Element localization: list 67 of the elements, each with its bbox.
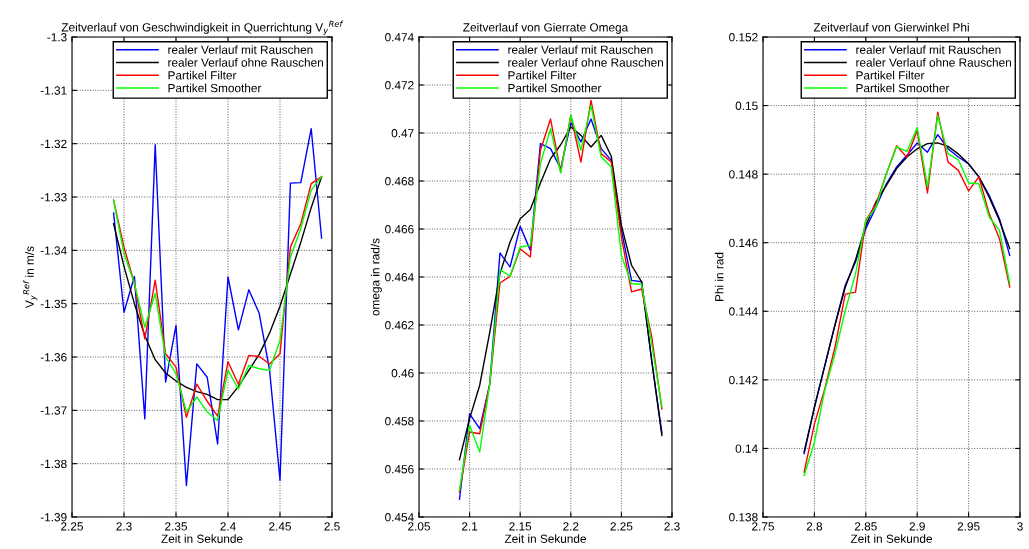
y-tick-label: 0.14 [735, 444, 758, 453]
x-tick-label: 2.4 [220, 522, 236, 531]
y-tick-label: 0.148 [729, 170, 758, 179]
x-tick-label: 2.15 [509, 522, 532, 531]
y-tick-label: 0.464 [385, 273, 414, 282]
legend-label: Partikel Smoother [168, 83, 262, 93]
legend-label: Partikel Filter [508, 70, 577, 80]
y-tick-label: 0.468 [385, 177, 414, 186]
y-tick-label: 0.152 [729, 33, 758, 42]
x-axis-title: Zeit in Sekunde [850, 534, 932, 543]
y-tick-label: 0.47 [391, 129, 414, 138]
y-tick-label: -1.31 [40, 86, 67, 95]
legend-label: realer Verlauf ohne Rauschen [856, 58, 1011, 67]
legend-label: realer Verlauf ohne Rauschen [168, 58, 323, 67]
y-tick-label: 0.466 [385, 225, 414, 234]
legend-label: Partikel Filter [168, 70, 237, 80]
x-tick-label: 3 [1017, 522, 1023, 531]
legend-label: realer Verlauf ohne Rauschen [508, 58, 663, 67]
x-tick-label: 2.1 [461, 522, 478, 531]
y-tick-label: -1.38 [40, 459, 67, 469]
y-tick-label: 0.454 [385, 513, 414, 522]
y-tick-label: -1.37 [40, 406, 67, 415]
legend-label: Partikel Filter [856, 70, 925, 80]
x-tick-label: 2.85 [854, 522, 877, 531]
y-tick-label: -1.34 [40, 246, 67, 255]
y-tick-label: 0.146 [729, 238, 758, 248]
y-tick-label: 0.144 [729, 307, 758, 316]
x-tick-label: 2.35 [165, 522, 187, 531]
x-tick-label: 2.25 [61, 522, 83, 531]
legend-label: realer Verlauf mit Rauschen [508, 45, 653, 54]
x-tick-label: 2.45 [269, 522, 291, 531]
y-tick-label: -1.35 [40, 299, 67, 309]
y-axis-title: V$_{y}$$^{Ref}$ in m/s [22, 246, 38, 309]
x-tick-label: 2.2 [563, 522, 579, 531]
legend-label: realer Verlauf mit Rauschen [168, 45, 313, 54]
legend-label: Partikel Smoother [856, 83, 950, 93]
x-tick-label: 2.75 [752, 522, 774, 531]
x-tick-label: 2.3 [116, 522, 132, 531]
y-axis-title: Phi in rad [714, 252, 724, 301]
x-tick-label: 2.5 [324, 522, 340, 531]
x-axis-title: Zeit in Sekunde [161, 534, 243, 543]
y-tick-label: -1.39 [40, 513, 67, 522]
x-tick-label: 2.95 [957, 522, 980, 531]
y-tick-label: 0.462 [385, 321, 414, 330]
chart-title: Zeitverlauf von Gierrate Omega [463, 22, 629, 34]
y-tick-label: -1.33 [40, 193, 67, 202]
x-axis-title: Zeit in Sekunde [504, 534, 586, 543]
x-tick-label: 2.9 [909, 522, 925, 531]
y-tick-label: 0.142 [729, 375, 758, 385]
line-series [112, 128, 323, 487]
y-tick-label: 0.456 [385, 465, 414, 474]
y-tick-label: 0.458 [385, 417, 414, 426]
x-tick-label: 2.8 [806, 522, 823, 531]
legend-label: realer Verlauf mit Rauschen [856, 45, 1001, 54]
y-tick-label: 0.15 [735, 101, 758, 110]
y-tick-label: 0.138 [729, 513, 758, 522]
legend-label: Partikel Smoother [508, 83, 602, 93]
x-tick-label: 2.3 [664, 522, 680, 531]
y-tick-label: -1.36 [40, 353, 67, 362]
y-tick-label: 0.46 [391, 369, 414, 378]
y-tick-label: 0.472 [385, 81, 414, 90]
x-tick-label: 2.25 [610, 522, 633, 531]
chart-title: Zeitverlauf von Gierwinkel Phi [813, 22, 969, 32]
y-tick-label: 0.474 [385, 33, 414, 42]
y-tick-label: -1.32 [40, 139, 67, 149]
x-tick-label: 2.05 [408, 522, 430, 531]
y-axis-title: omega in rad/s [370, 238, 382, 316]
